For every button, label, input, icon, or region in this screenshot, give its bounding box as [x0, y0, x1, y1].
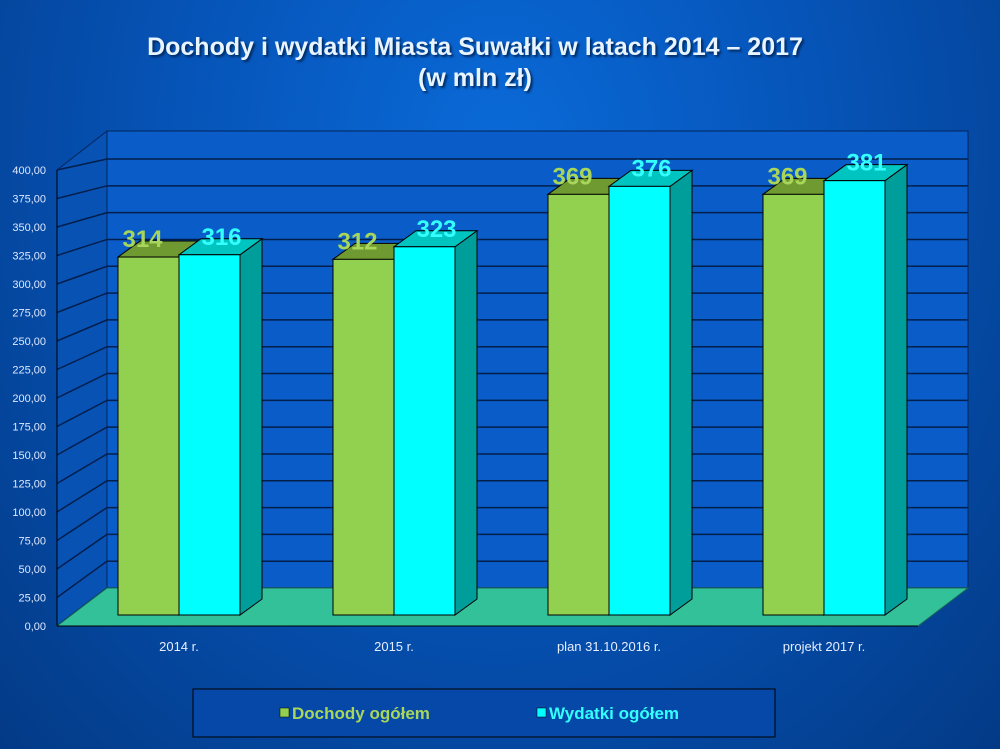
y-tick-label: 300,00 [12, 279, 46, 291]
bar [178, 254, 241, 616]
bar [117, 256, 180, 616]
data-label: 316 [201, 224, 241, 251]
bar [393, 246, 456, 616]
y-tick-label: 275,00 [12, 308, 46, 320]
legend-label: Dochody ogółem [292, 704, 430, 723]
x-tick-label: 2014 r. [159, 639, 199, 654]
y-tick-label: 0,00 [25, 621, 46, 633]
x-tick-label: plan 31.10.2016 r. [557, 639, 661, 654]
legend-label: Wydatki ogółem [549, 704, 679, 723]
bar-side [669, 169, 693, 616]
bar-side [884, 163, 908, 616]
y-tick-label: 325,00 [12, 251, 46, 263]
y-tick-label: 50,00 [18, 564, 46, 576]
y-tick-label: 225,00 [12, 365, 46, 377]
data-label: 376 [631, 155, 671, 182]
data-label: 312 [337, 228, 377, 255]
y-tick-label: 350,00 [12, 222, 46, 234]
data-label: 369 [767, 163, 807, 190]
y-tick-label: 25,00 [18, 593, 46, 605]
subtitle-line: (w mln zł) [418, 64, 532, 92]
y-tick-label: 400,00 [12, 165, 46, 177]
y-tick-label: 250,00 [12, 336, 46, 348]
x-tick-label: 2015 r. [374, 639, 414, 654]
gridline [56, 158, 968, 171]
y-tick-label: 150,00 [12, 450, 46, 462]
bar [823, 180, 886, 616]
chart-title: Dochody i wydatki Miasta Suwałki w latac… [0, 32, 950, 94]
legend-swatch [536, 707, 547, 718]
y-tick-label: 200,00 [12, 393, 46, 405]
legend-swatch [279, 707, 290, 718]
y-tick-label: 175,00 [12, 422, 46, 434]
bar-side [454, 229, 478, 616]
y-tick-label: 75,00 [18, 536, 46, 548]
x-tick-label: projekt 2017 r. [783, 639, 865, 654]
data-label: 314 [122, 226, 163, 253]
bar [547, 193, 610, 616]
bar [762, 193, 825, 616]
data-label: 369 [552, 163, 592, 190]
bar [608, 185, 671, 616]
y-tick-label: 375,00 [12, 194, 46, 206]
data-label: 381 [846, 150, 886, 177]
bar-side [239, 237, 263, 616]
y-tick-label: 125,00 [12, 479, 46, 491]
bar [332, 258, 395, 616]
y-tick-label: 100,00 [12, 507, 46, 519]
title-line: Dochody i wydatki Miasta Suwałki w latac… [147, 33, 803, 61]
legend [192, 688, 776, 738]
data-label: 323 [416, 216, 456, 243]
